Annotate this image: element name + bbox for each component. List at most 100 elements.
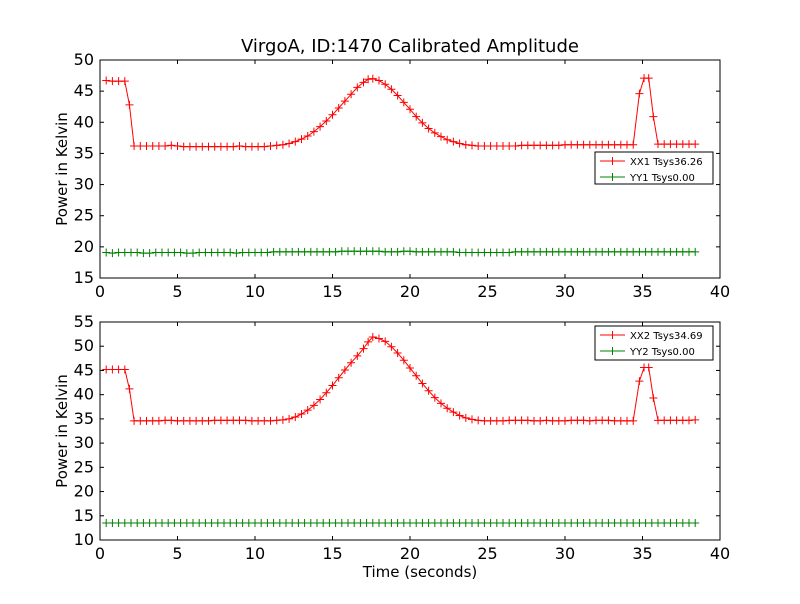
x-tick-label: 0	[95, 544, 105, 563]
data-point	[691, 519, 700, 528]
data-point	[322, 117, 331, 126]
data-point	[449, 137, 458, 146]
y-tick-label: 25	[74, 206, 94, 225]
data-point	[375, 247, 383, 256]
legend-label: YY1 Tsys0.00	[629, 173, 695, 184]
data-point	[167, 141, 176, 150]
data-point	[393, 91, 402, 100]
data-point	[505, 248, 514, 257]
y-tick-label: 30	[74, 433, 94, 452]
data-point	[387, 85, 396, 94]
y-tick-label: 25	[74, 457, 94, 476]
x-tick-label: 30	[555, 544, 575, 563]
data-point	[430, 393, 439, 402]
x-tick-label: 30	[555, 282, 575, 301]
data-point	[455, 411, 464, 420]
y-tick-label: 45	[74, 360, 94, 379]
data-point	[232, 249, 241, 258]
data-point	[161, 141, 170, 150]
data-point	[353, 351, 362, 360]
y-tick-label: 20	[74, 482, 94, 501]
x-tick-label: 35	[632, 544, 652, 563]
legend: XX1 Tsys36.26 YY1 Tsys0.00	[594, 151, 714, 185]
legend-box	[594, 151, 714, 185]
data-point	[331, 247, 340, 256]
data-point	[353, 83, 362, 92]
data-point	[375, 76, 383, 85]
y-tick-label: 40	[74, 112, 94, 131]
data-point	[418, 379, 427, 388]
x-tick-label: 40	[710, 544, 730, 563]
data-point	[359, 344, 368, 353]
data-point	[691, 415, 700, 424]
data-point	[368, 333, 377, 342]
data-point	[133, 248, 142, 257]
data-point	[102, 76, 111, 85]
data-point	[340, 97, 349, 106]
legend-label: XX2 Tsys34.69	[630, 331, 703, 342]
data-point	[297, 135, 306, 144]
data-point	[328, 381, 337, 390]
data-point	[102, 248, 111, 257]
data-point	[468, 415, 476, 424]
data-point	[328, 110, 337, 119]
x-tick-label: 25	[477, 282, 497, 301]
data-point	[263, 248, 272, 257]
data-point	[347, 90, 356, 99]
y-tick-label: 40	[74, 385, 94, 404]
data-point	[644, 363, 653, 372]
data-point	[120, 365, 129, 374]
data-point	[461, 140, 470, 149]
data-point	[449, 247, 458, 256]
legend-marker	[608, 347, 617, 355]
y-tick-label: 10	[74, 530, 94, 549]
data-point	[406, 247, 414, 256]
data-point	[468, 141, 476, 150]
data-point	[260, 142, 269, 151]
data-point	[406, 105, 414, 114]
x-tick-label: 25	[477, 544, 497, 563]
y-tick-label: 50	[74, 50, 94, 69]
data-point	[272, 141, 281, 150]
data-point	[430, 128, 439, 137]
data-point	[176, 248, 185, 257]
data-point	[303, 131, 312, 140]
data-point	[322, 388, 331, 397]
x-tick-label: 20	[400, 544, 420, 563]
data-point	[278, 140, 287, 149]
data-point	[412, 371, 421, 380]
data-point	[649, 112, 658, 121]
x-tick-label: 5	[172, 282, 182, 301]
data-point	[418, 118, 427, 127]
series-line-1-1	[106, 77, 696, 148]
data-point	[266, 141, 275, 150]
data-point	[364, 75, 373, 84]
y-tick-label: 50	[74, 336, 94, 355]
legend: XX2 Tsys34.69 YY2 Tsys0.00	[594, 325, 714, 361]
x-tick-label: 10	[245, 282, 265, 301]
data-point	[108, 249, 117, 258]
y-axis-label: Power in Kelvin	[53, 374, 71, 488]
data-point	[235, 141, 244, 150]
data-point	[347, 358, 356, 367]
data-point	[393, 349, 402, 358]
data-point	[120, 77, 129, 86]
data-point	[437, 132, 445, 141]
data-point	[443, 404, 452, 413]
legend-box	[594, 325, 714, 361]
data-point	[291, 137, 300, 146]
data-point	[145, 249, 154, 258]
data-point	[554, 141, 563, 150]
data-point	[226, 248, 235, 257]
data-point	[455, 139, 464, 148]
data-point	[291, 412, 300, 421]
data-point	[412, 112, 421, 121]
y-tick-label: 20	[74, 237, 94, 256]
y-tick-label: 55	[74, 312, 94, 331]
y-tick-label: 35	[74, 409, 94, 428]
data-point	[316, 122, 325, 131]
data-point	[629, 140, 638, 149]
data-point	[443, 135, 452, 144]
data-point	[125, 384, 134, 393]
data-point	[635, 377, 644, 386]
